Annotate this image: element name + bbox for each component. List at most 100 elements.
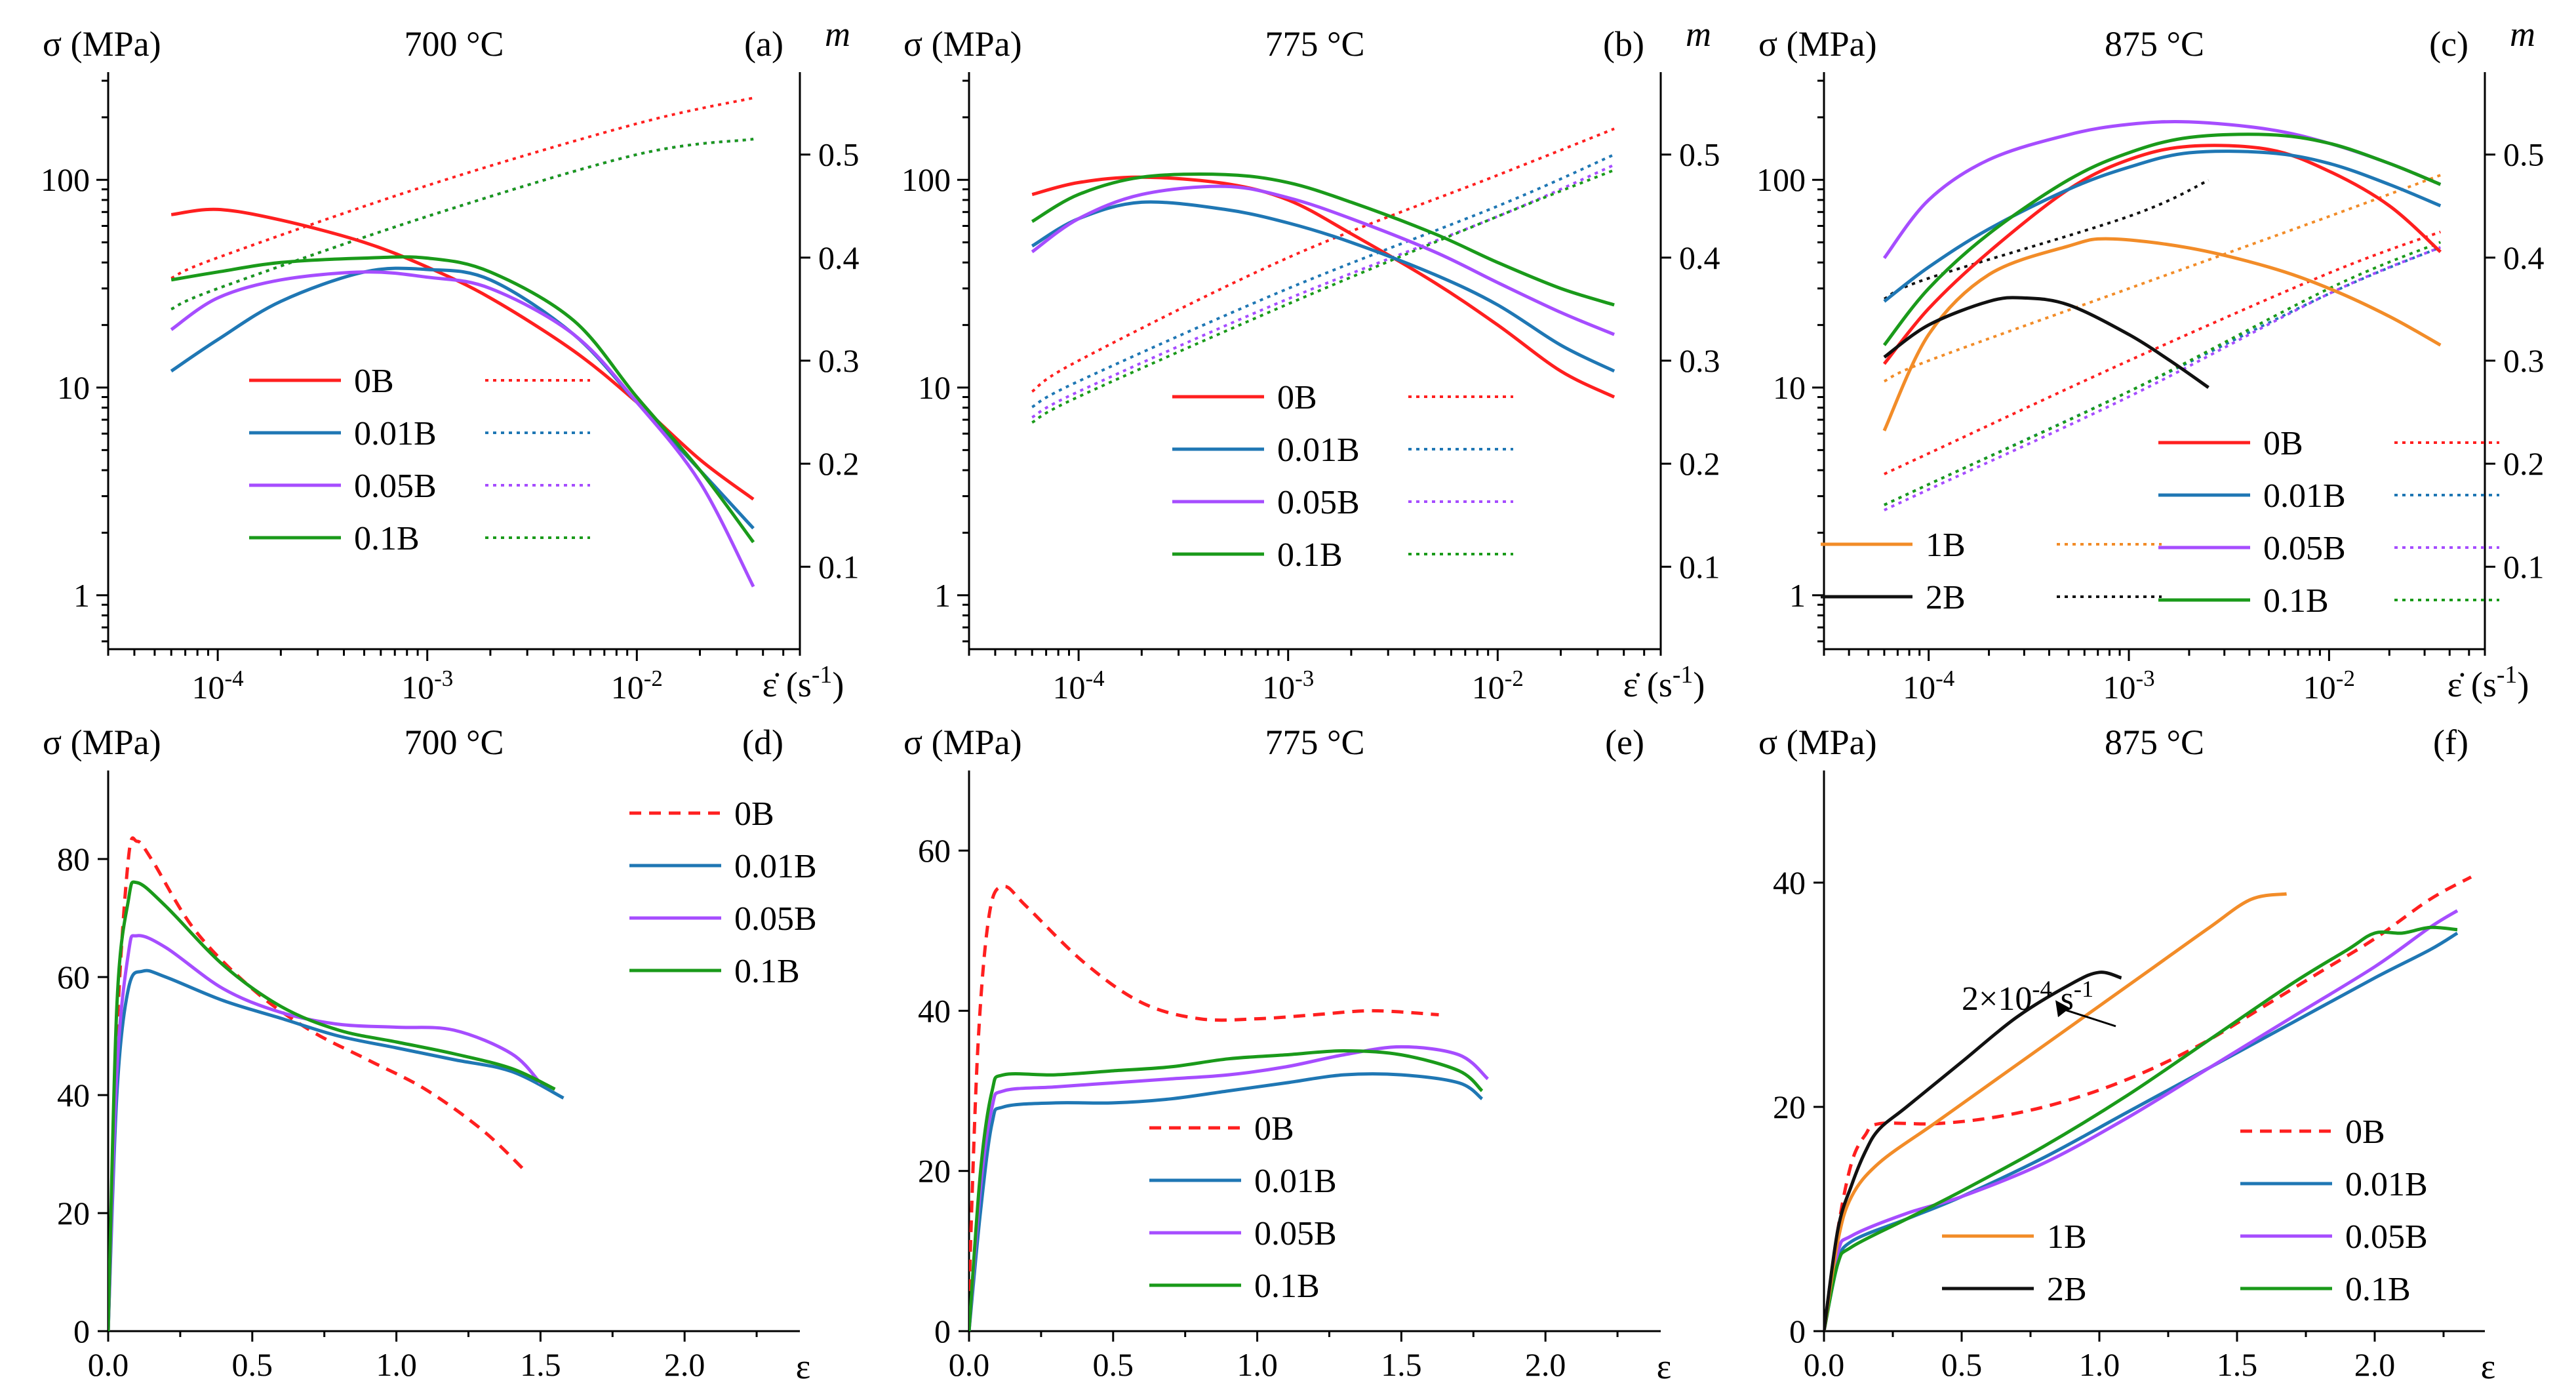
plot-area xyxy=(1824,875,2472,1331)
x-tick-label: 1.5 xyxy=(1381,1346,1422,1383)
x-tick-label: 0.0 xyxy=(88,1346,129,1383)
x-tick-label: 10-3 xyxy=(1262,666,1314,706)
x-tick-label: 10-4 xyxy=(192,666,244,706)
legend-label-0b: 0B xyxy=(734,795,774,833)
legend-label-005b: 0.05B xyxy=(1277,484,1360,521)
panel-title: 700 °C xyxy=(404,723,504,762)
y-tick-label: 0 xyxy=(1789,1313,1806,1350)
x-axis-label: ε xyxy=(796,1347,811,1386)
legend: 0B 0.01B 0.05B 0.1B xyxy=(249,363,590,557)
legend-label-0b: 0B xyxy=(1254,1110,1294,1148)
legend-label-005b: 0.05B xyxy=(2345,1218,2428,1256)
x-tick-label: 1.0 xyxy=(2079,1346,2120,1383)
panel-c: 10-4 10-3 10-2 1 10 100 0.1 0.2 0.3 0.4 0.5 σ (MPa)… xyxy=(1756,14,2545,706)
legend-label-01b: 0.1B xyxy=(2345,1271,2411,1308)
stress-line-0b xyxy=(1031,175,1615,399)
stress-line-01b xyxy=(969,1049,1484,1331)
stress-line-1b xyxy=(1824,892,2287,1331)
x-tick-label: 10-4 xyxy=(1053,666,1105,706)
x-tick-label: 2.0 xyxy=(664,1346,705,1383)
stress-line-001b xyxy=(1883,150,2442,303)
y-tick-label: 1 xyxy=(1789,577,1806,614)
stress-line-1b xyxy=(1882,237,2442,431)
panel-label: (b) xyxy=(1603,24,1644,64)
x-tick-label: 10-2 xyxy=(2303,666,2355,706)
y-axis-label: σ (MPa) xyxy=(1758,24,1877,64)
m-line-1b xyxy=(1884,174,2441,383)
stress-line-001b xyxy=(1031,200,1615,373)
legend: 0B 0.01B 0.05B 0.1B xyxy=(1149,1110,1337,1305)
stress-line-0b xyxy=(1824,875,2472,1331)
legend: 0B 0.01B 0.05B 0.1B xyxy=(629,795,817,990)
legend-label-01b: 0.1B xyxy=(1277,536,1343,574)
legend-label-001b: 0.01B xyxy=(354,415,437,452)
y-axis-label: σ (MPa) xyxy=(903,723,1022,762)
panel-d: 0.0 0.5 1.0 1.5 2.0 0 20 40 60 80 σ (MPa) 700 °C (d)… xyxy=(43,723,817,1386)
y-tick-label: 80 xyxy=(57,841,90,877)
y-tick-label: 60 xyxy=(918,832,951,869)
legend-label-0b: 0B xyxy=(354,363,394,400)
y-tick-label: 10 xyxy=(57,369,90,406)
stress-line-001b xyxy=(170,266,755,530)
plot-area xyxy=(1882,120,2442,511)
legend-label-001b: 0.01B xyxy=(1254,1163,1337,1200)
m-line-005b xyxy=(1884,246,2442,511)
stress-line-005b xyxy=(170,270,755,588)
stress-line-001b xyxy=(969,1072,1484,1331)
panel-label: (c) xyxy=(2429,24,2468,64)
panel-title: 875 °C xyxy=(2105,24,2204,64)
legend-label-005b: 0.05B xyxy=(1254,1215,1337,1252)
annotation-label: 2×10-4 s-1 xyxy=(1962,976,2093,1018)
y-tick-label: 100 xyxy=(902,161,951,198)
stress-line-0b xyxy=(969,885,1439,1291)
x-axis-label: ε̇ (s-1) xyxy=(1623,661,1705,704)
x-axis-label: ε xyxy=(2481,1347,2496,1386)
y-tick-label: 40 xyxy=(918,992,951,1029)
x-tick-label: 2.0 xyxy=(2354,1346,2396,1383)
legend-label-01b: 0.1B xyxy=(2263,582,2329,620)
y2-tick-label: 0.3 xyxy=(2503,342,2545,379)
x-tick-label: 10-2 xyxy=(611,666,663,706)
m-line-0b xyxy=(170,96,754,280)
y-tick-label: 40 xyxy=(1773,864,1806,901)
y-tick-label: 100 xyxy=(1756,161,1806,198)
legend-label-001b: 0.01B xyxy=(2345,1166,2428,1203)
panel-label: (a) xyxy=(744,24,783,64)
y-tick-label: 10 xyxy=(918,369,951,406)
y2-axis-label: m xyxy=(825,14,850,54)
y2-axis-label: m xyxy=(2510,14,2535,54)
legend-label-01b: 0.1B xyxy=(354,520,420,557)
y-axis-label: σ (MPa) xyxy=(903,24,1022,64)
stress-line-0b xyxy=(170,207,755,501)
y2-tick-label: 0.1 xyxy=(2503,548,2545,585)
stress-line-01b xyxy=(108,880,556,1331)
panel-label: (e) xyxy=(1605,723,1644,762)
legend-label-2b: 2B xyxy=(1926,579,1966,616)
legend-label-005b: 0.05B xyxy=(354,468,437,505)
legend: 0B 0.01B 0.05B 0.1B 1B 2B xyxy=(1942,1113,2428,1308)
y2-tick-label: 0.5 xyxy=(1679,136,1720,173)
stress-line-005b xyxy=(1824,909,2459,1331)
m-line-0b xyxy=(1884,230,2441,475)
stress-line-2b xyxy=(1824,970,2122,1331)
m-line-01b xyxy=(170,138,754,311)
legend-label-0b: 0B xyxy=(2345,1113,2385,1151)
panel-title: 775 °C xyxy=(1265,24,1364,64)
x-tick-label: 1.0 xyxy=(1237,1346,1278,1383)
m-line-01b xyxy=(1884,241,2442,506)
legend-label-005b: 0.05B xyxy=(2263,530,2346,567)
legend-label-005b: 0.05B xyxy=(734,900,817,938)
y-tick-label: 100 xyxy=(41,161,90,198)
panel-label: (d) xyxy=(742,723,783,762)
plot-area xyxy=(108,836,565,1331)
y2-tick-label: 0.2 xyxy=(1679,445,1720,482)
legend-label-01b: 0.1B xyxy=(1254,1268,1320,1305)
y2-axis-label: m xyxy=(1686,14,1711,54)
legend: 0B 0.01B 0.05B 0.1B xyxy=(1172,379,1513,574)
x-tick-label: 0.0 xyxy=(1804,1346,1845,1383)
stress-line-01b xyxy=(1824,925,2458,1331)
x-axis-label: ε̇ (s-1) xyxy=(2447,661,2529,704)
panel-e: 0.0 0.5 1.0 1.5 2.0 0 20 40 60 σ (MPa) 775 °C (e) ε 0… xyxy=(903,723,1671,1386)
panel-a: 10-4 10-3 10-2 1 10 100 0.1 0.2 0.3 0.4 0.5 σ (MPa)… xyxy=(41,14,860,706)
